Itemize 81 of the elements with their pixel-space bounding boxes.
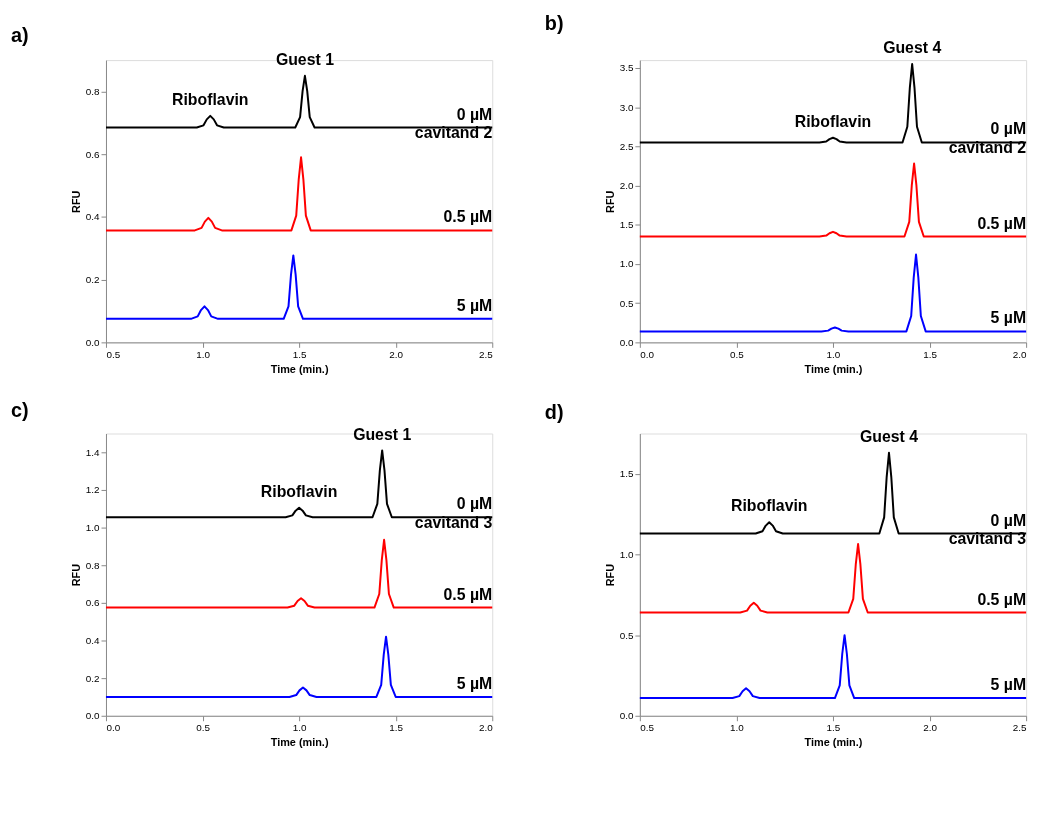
y-tick-label: 0.6: [85, 597, 101, 609]
y-tick-label: 0.0: [619, 710, 634, 722]
y-tick-label: 1.0: [619, 548, 634, 560]
y-tick-label: 1.5: [619, 468, 634, 480]
series-label: 0.5 µM: [977, 590, 1027, 608]
x-axis-title: Time (min.): [804, 735, 863, 748]
line-series: [104, 538, 494, 609]
y-tick-label: 1.5: [619, 219, 634, 231]
y-tick-label: 0.2: [85, 274, 100, 286]
series-label: 5 µM: [456, 296, 493, 314]
y-tick-label: 0.2: [85, 672, 100, 684]
chart-title: a): [10, 24, 29, 47]
annotation: Guest 1: [353, 425, 412, 443]
x-tick-label: 2.0: [923, 722, 938, 734]
chart-title: c): [10, 398, 29, 421]
y-tick-label: 0.4: [85, 211, 101, 223]
line-series: [638, 253, 1028, 333]
x-axis-title: Time (min.): [804, 362, 863, 375]
x-tick-label: 1.5: [923, 348, 938, 360]
y-axis-title: RFU: [69, 190, 82, 213]
x-tick-label: 0.5: [640, 722, 655, 734]
x-tick-label: 1.0: [292, 722, 307, 734]
x-tick-label: 2.0: [389, 348, 404, 360]
y-tick-label: 1.2: [85, 484, 100, 496]
annotation: Riboflavin: [260, 482, 338, 500]
line-series: [638, 634, 1028, 700]
y-tick-label: 0.8: [85, 85, 101, 97]
x-tick-label: 0.0: [106, 722, 121, 734]
x-axis-title: Time (min.): [270, 362, 329, 375]
y-tick-label: 1.4: [85, 446, 101, 458]
y-axis-title: RFU: [69, 563, 82, 587]
chart-title: b): [544, 12, 564, 35]
x-axis-title: Time (min.): [270, 735, 329, 748]
y-tick-label: 1.0: [85, 522, 101, 534]
x-tick-label: 1.5: [389, 722, 404, 734]
y-tick-label: 2.0: [619, 180, 634, 192]
annotation: Guest 1: [275, 50, 335, 68]
x-tick-label: 2.0: [479, 722, 494, 734]
x-tick-label: 1.0: [826, 348, 841, 360]
y-axis-title: RFU: [603, 190, 616, 213]
y-tick-label: 0.0: [85, 336, 101, 348]
y-tick-label: 3.5: [619, 62, 634, 74]
x-tick-label: 2.5: [1012, 722, 1028, 734]
y-tick-label: 2.5: [619, 140, 634, 152]
series-label: 0.5 µM: [443, 208, 493, 226]
chart-title: d): [544, 401, 564, 424]
x-tick-label: 1.5: [292, 348, 307, 360]
y-tick-label: 1.0: [619, 258, 634, 270]
x-tick-label: 2.0: [1012, 348, 1028, 360]
y-tick-label: 0.4: [85, 634, 101, 646]
annotation: Guest 4: [883, 39, 942, 57]
x-tick-label: 1.5: [826, 722, 841, 734]
line-series: [638, 543, 1028, 614]
y-tick-label: 0.8: [85, 559, 101, 571]
line-series: [104, 254, 494, 320]
x-tick-label: 0.0: [640, 348, 655, 360]
line-series: [104, 635, 494, 698]
x-tick-label: 1.0: [196, 348, 211, 360]
series-label: 5 µM: [990, 309, 1027, 327]
series-label: 0.5 µM: [443, 585, 493, 603]
annotation: Riboflavin: [730, 497, 808, 515]
y-tick-label: 0.6: [85, 148, 101, 160]
annotation: Riboflavin: [794, 112, 872, 130]
x-tick-label: 2.5: [479, 348, 494, 360]
y-tick-label: 0.0: [619, 336, 634, 348]
series-label: 5 µM: [990, 676, 1027, 694]
x-tick-label: 1.0: [730, 722, 745, 734]
series-label: 0.5 µM: [977, 214, 1027, 232]
y-tick-label: 0.5: [619, 629, 634, 641]
y-tick-label: 0.0: [85, 710, 101, 722]
annotation: Riboflavin: [172, 91, 249, 109]
x-tick-label: 0.5: [730, 348, 745, 360]
line-series: [104, 156, 494, 232]
line-series: [638, 162, 1028, 238]
annotation: Guest 4: [859, 427, 919, 445]
y-tick-label: 0.5: [619, 297, 634, 309]
series-label: 5 µM: [456, 675, 493, 693]
x-tick-label: 0.5: [106, 348, 121, 360]
y-axis-title: RFU: [603, 563, 616, 587]
x-tick-label: 0.5: [196, 722, 211, 734]
y-tick-label: 3.0: [619, 101, 634, 113]
